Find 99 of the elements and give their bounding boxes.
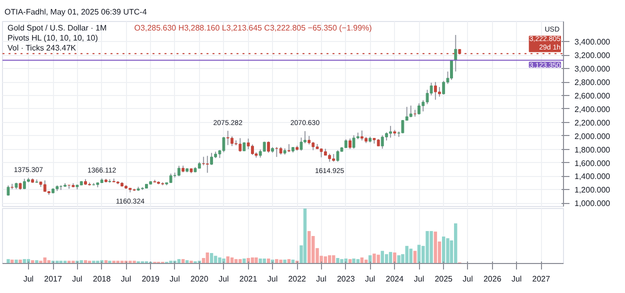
x-tick-label: 2018 — [92, 274, 112, 284]
x-tick-label: 2026 — [483, 274, 502, 284]
annotation: Vol · Ticks 243.47K — [8, 44, 77, 52]
bar — [303, 208, 307, 264]
candlestick — [251, 144, 254, 156]
candlestick — [238, 138, 242, 152]
bar — [6, 259, 10, 264]
x-tick-label: Jul — [23, 274, 34, 284]
bar — [242, 258, 246, 264]
x-tick-label: 2019 — [142, 274, 160, 284]
x-tick-label: 2023 — [336, 274, 356, 284]
x-tick-label: Jul — [72, 274, 83, 284]
candlestick — [442, 80, 446, 96]
bar — [384, 254, 388, 264]
candlestick — [426, 89, 429, 105]
y-tick-label: 1,400.000 — [574, 172, 611, 182]
bar — [246, 258, 250, 264]
candlestick — [43, 180, 46, 192]
x-tick-label: 2025 — [434, 274, 454, 284]
x-tick-label: 2022 — [288, 274, 307, 284]
bar — [372, 254, 376, 264]
y-tick-label: 2,400.000 — [574, 104, 611, 114]
x-tick-label: 2021 — [239, 274, 258, 284]
bar — [308, 231, 311, 264]
bar — [262, 258, 266, 264]
candlestick — [222, 136, 226, 153]
x-tick-label: 2020 — [190, 274, 209, 284]
x-tick-label: Jul — [414, 274, 424, 284]
candlestick — [230, 136, 234, 147]
bar — [258, 258, 262, 264]
bar — [393, 252, 396, 264]
chart-title: Gold Spot / U.S. Dollar · 1M — [8, 24, 107, 32]
x-tick-label: Jul — [316, 274, 327, 284]
x-tick-label: 2017 — [44, 274, 62, 284]
candlestick — [389, 125, 392, 138]
bar — [238, 259, 242, 264]
y-tick-label: 1,800.000 — [574, 145, 611, 154]
y-tick-label: 1,600.000 — [574, 158, 611, 168]
candlestick — [226, 130, 230, 146]
candlestick — [348, 138, 352, 150]
bar — [210, 253, 214, 264]
y-tick-label: 2,200.000 — [574, 118, 611, 128]
x-tick-label: Jul — [364, 274, 376, 284]
y-tick-label: 2,000.000 — [574, 132, 611, 141]
candlestick — [246, 138, 250, 150]
y-tick-label: 3,000.000 — [574, 64, 611, 74]
bar — [397, 255, 400, 264]
bar — [446, 238, 450, 264]
y-tick-label: 1,000.000 — [574, 199, 611, 208]
x-tick-label: Jul — [511, 274, 522, 284]
x-tick-label: Jul — [170, 274, 180, 284]
x-tick-label: Jul — [462, 274, 474, 284]
bar — [14, 260, 18, 264]
bar — [434, 232, 438, 264]
candlestick — [360, 130, 364, 141]
y-tick-label: 1,200.000 — [574, 186, 611, 195]
y-tick-label: 3,200.000 — [574, 51, 611, 60]
candlestick — [210, 152, 214, 166]
bar — [442, 236, 446, 264]
annotation: Pivots HL (10, 10, 10, 10) — [8, 34, 98, 42]
candlestick — [352, 134, 356, 150]
candlestick — [418, 102, 420, 115]
y-tick-label: 3,400.000 — [574, 38, 611, 47]
bar — [218, 257, 222, 264]
candlestick — [275, 146, 278, 158]
candlestick — [438, 86, 441, 98]
candlestick — [206, 155, 209, 174]
candlestick — [454, 34, 458, 72]
x-tick-label: Jul — [120, 274, 132, 284]
candlestick — [177, 165, 180, 177]
candlestick — [169, 173, 172, 184]
bar — [454, 223, 458, 264]
x-tick-label: 2024 — [386, 274, 404, 284]
bar — [430, 231, 433, 264]
y-tick-label: 2,800.000 — [574, 78, 611, 88]
bar — [376, 254, 380, 264]
bar — [405, 246, 408, 264]
candlestick — [336, 150, 340, 162]
bar — [18, 260, 22, 264]
candlestick — [267, 140, 270, 154]
candlestick — [380, 134, 384, 150]
candlestick — [434, 81, 437, 100]
bar — [275, 259, 278, 264]
text: OTIA-Fadhl, May 01, 2025 06:39 UTC-4 — [4, 8, 148, 16]
bar — [352, 258, 356, 264]
bar — [340, 259, 344, 264]
bar — [426, 231, 429, 264]
x-tick-label: 2027 — [532, 274, 551, 284]
bar — [254, 257, 258, 264]
x-tick-label: Jul — [218, 274, 230, 284]
bar — [409, 248, 412, 264]
bar — [336, 258, 340, 264]
bar — [35, 260, 38, 264]
chart-subtitle: O3,285.630 H3,288.160 L3,213.645 C3,222.805 −65.350 (−1.99%) — [134, 24, 372, 32]
bar — [283, 260, 286, 264]
y-tick-label: 2,600.000 — [574, 92, 611, 100]
x-tick-label: Jul — [267, 274, 278, 284]
candlestick — [450, 59, 453, 80]
bar — [279, 260, 282, 264]
